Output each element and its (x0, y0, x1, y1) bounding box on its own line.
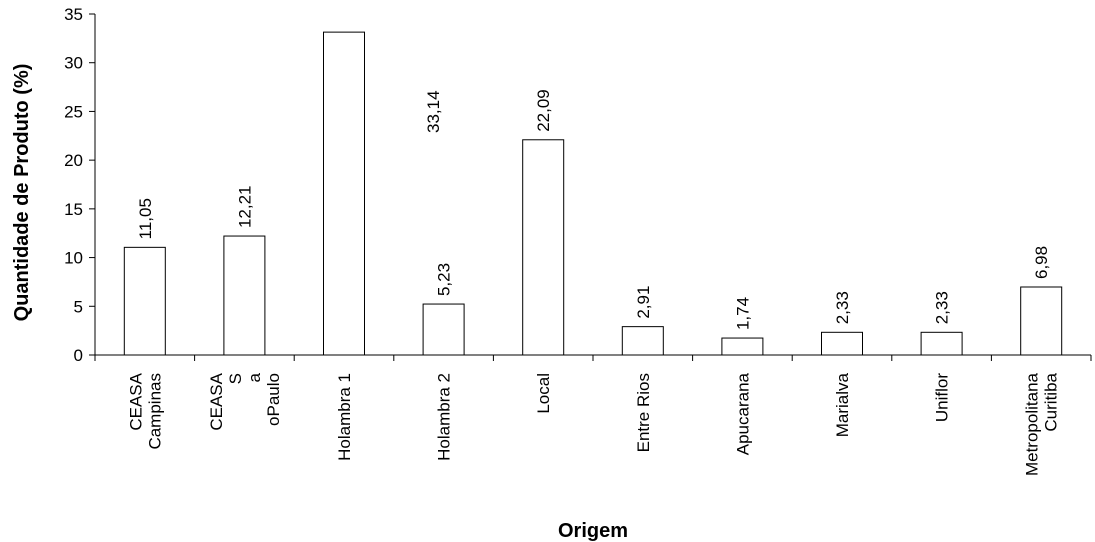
data-label: 1,74 (733, 297, 752, 330)
y-tick-label: 20 (64, 151, 83, 170)
bar (323, 31, 365, 356)
category-label: CEASA (126, 372, 145, 430)
data-label: 5,23 (435, 263, 454, 296)
category-label: Entre Rios (634, 373, 653, 452)
bar (920, 331, 963, 356)
data-label: 2,91 (634, 286, 653, 319)
y-tick-label: 15 (64, 200, 83, 219)
x-axis (94, 354, 1092, 361)
bar (522, 139, 565, 356)
data-label: 2,33 (833, 291, 852, 324)
category-label: oPaulo (264, 373, 283, 426)
category-label: Holambra 1 (335, 373, 354, 461)
bar (821, 331, 863, 356)
data-labels: 11,05 12,21 33,14 5,23 22,09 2,91 1,74 2,33 2,33… (136, 89, 1051, 330)
y-axis: 0 5 10 15 20 25 30 35 (64, 5, 96, 365)
y-tick-label: 35 (64, 5, 83, 24)
category-label: Marialva (833, 372, 852, 437)
bar (123, 246, 166, 356)
category-label: Uniflor (933, 373, 952, 422)
data-label: 11,05 (136, 198, 155, 239)
y-tick-label: 5 (74, 297, 83, 316)
bar (721, 337, 764, 356)
bars (123, 31, 1063, 356)
category-label: a (245, 372, 264, 382)
category-label: S (226, 373, 245, 384)
bar (422, 303, 465, 356)
bar (223, 235, 266, 356)
data-label: 22,09 (534, 89, 553, 132)
data-label: 6,98 (1032, 246, 1051, 279)
bar (621, 326, 664, 356)
bar (1020, 286, 1063, 356)
data-label: 12,21 (235, 185, 254, 228)
y-tick-label: 30 (64, 54, 83, 73)
x-axis-title: Origem (558, 520, 628, 542)
category-label: Local (534, 373, 553, 414)
y-tick-label: 0 (74, 346, 83, 365)
data-label: 2,33 (933, 291, 952, 324)
data-label: 33,14 (424, 90, 443, 133)
y-tick-label: 25 (64, 102, 83, 121)
category-label: Campinas (145, 373, 164, 450)
y-tick-label: 10 (64, 249, 83, 268)
category-label: CEASA (207, 372, 226, 430)
category-label: Holambra 2 (435, 373, 454, 461)
category-label: Metropolitana (1023, 372, 1042, 476)
category-label: Curitiba (1042, 372, 1061, 431)
category-label: Apucarana (733, 372, 752, 455)
y-axis-title: Quantidade de Produto (%) (11, 64, 33, 322)
